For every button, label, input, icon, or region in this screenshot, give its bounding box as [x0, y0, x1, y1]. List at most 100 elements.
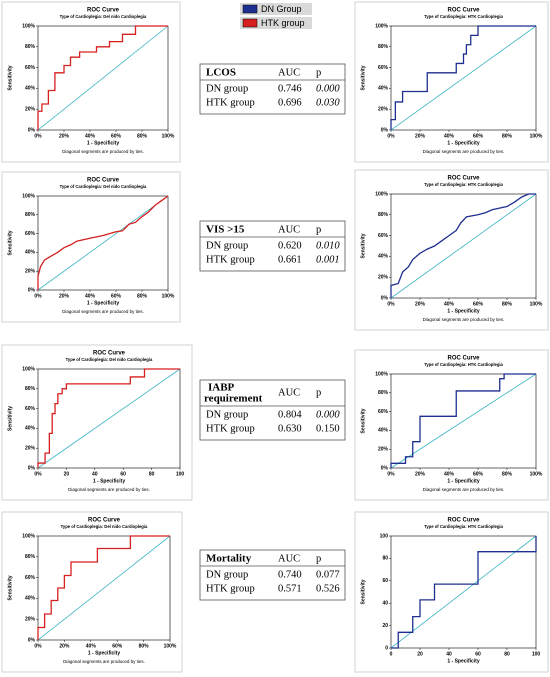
x-tick-label: 60 [475, 651, 481, 657]
x-tick-label: 100 [532, 651, 541, 657]
x-tick-label: 40 [92, 471, 98, 477]
x-tick-label: 100% [162, 293, 175, 299]
x-tick-label: 40% [85, 293, 96, 299]
x-tick-label: 100% [530, 133, 543, 139]
table-header: p [316, 553, 321, 564]
table-cell: 0.620 [278, 240, 302, 251]
y-axis-label: Sensitivity [360, 579, 366, 604]
x-tick-label: 60% [473, 301, 484, 307]
y-axis-label: Sensitivity [360, 65, 366, 90]
chart-subtitle: Type of Cardioplegia: HTK Cardioplegia [424, 524, 503, 529]
table-header: IABP [208, 382, 235, 394]
y-tick-label: 40 [382, 601, 388, 607]
reference-line [37, 195, 169, 291]
y-tick-label: 60% [25, 65, 36, 71]
table-cell: DN group [206, 240, 248, 251]
chart-frame [1, 344, 193, 501]
y-tick-label: 100% [22, 193, 35, 199]
x-tick-label: 0% [387, 133, 395, 139]
x-tick-label: 20% [415, 471, 426, 477]
x-tick-label: 20 [64, 471, 70, 477]
y-tick-label: 80% [378, 44, 389, 50]
x-tick-label: 40% [444, 471, 455, 477]
table-cell: DN group [206, 569, 248, 580]
x-axis-label: 1 - Specificity [447, 308, 479, 314]
chart-subtitle: Type of Cardioplegia: HTK Cardioplegia [424, 182, 503, 187]
x-tick-label: 20% [415, 301, 426, 307]
y-tick-label: 100% [22, 366, 35, 372]
reference-line [390, 193, 537, 299]
roc-curve [37, 195, 169, 290]
chart-frame [354, 511, 549, 673]
chart-title: ROC Curve [447, 8, 480, 14]
table-cell: HTK group [206, 583, 255, 594]
y-tick-label: 0% [28, 127, 36, 133]
chart-subtitle: Type of Cardioplegia: Del nido Cardiople… [60, 14, 147, 19]
x-tick-label: 20% [59, 643, 70, 649]
y-tick-label: 0% [381, 465, 389, 471]
y-tick-label: 40% [25, 86, 36, 92]
y-tick-label: 20% [25, 446, 36, 452]
table-cell: DN group [206, 83, 248, 94]
x-tick-label: 0% [387, 301, 395, 307]
y-tick-label: 100% [22, 533, 35, 539]
roc-curve [37, 25, 168, 130]
y-tick-label: 0% [28, 287, 36, 293]
y-tick-label: 40% [378, 86, 389, 92]
x-tick-label: 20 [417, 651, 423, 657]
x-axis-label: 1 - Specificity [93, 478, 125, 484]
legend-swatch [242, 4, 258, 14]
y-axis-label: Sensitivity [360, 233, 366, 258]
x-tick-label: 40% [86, 643, 97, 649]
chart-frame [1, 1, 181, 163]
x-tick-label: 80% [502, 133, 513, 139]
plot-area [390, 193, 537, 299]
y-tick-label: 60% [378, 233, 389, 239]
x-tick-label: 40% [444, 133, 455, 139]
plot-area [37, 25, 169, 131]
plot-area [37, 195, 169, 291]
x-tick-label: 80% [137, 133, 148, 139]
table-frame [199, 379, 346, 441]
y-axis-label: Sensitivity [360, 408, 366, 433]
y-axis-label: Sensitivity [7, 230, 13, 255]
chart-title: ROC Curve [93, 351, 126, 357]
reference-line [37, 368, 181, 469]
y-tick-label: 60% [378, 409, 389, 415]
x-tick-label: 60% [111, 133, 122, 139]
table-cell: DN group [206, 409, 248, 420]
x-tick-label: 20% [59, 293, 70, 299]
plot-area [37, 535, 171, 641]
table-cell: 0.746 [278, 83, 302, 94]
y-tick-label: 80 [382, 556, 388, 562]
x-tick-label: 60% [111, 293, 122, 299]
table-cell: 0.740 [278, 569, 302, 580]
chart-frame [1, 171, 181, 323]
x-tick-label: 80 [149, 471, 155, 477]
y-tick-label: 80% [378, 212, 389, 218]
table-cell: HTK group [206, 254, 255, 265]
footnote: Diagonal segments are produced by ties. [423, 487, 505, 492]
y-tick-label: 40% [25, 250, 36, 256]
x-axis-label: 1 - Specificity [88, 650, 120, 656]
table-cell: 0.001 [316, 254, 340, 265]
y-axis-label: Sensitivity [7, 406, 13, 431]
x-tick-label: 40 [446, 651, 452, 657]
x-tick-label: 80% [139, 643, 150, 649]
chart-frame [354, 1, 549, 163]
y-tick-label: 80% [25, 554, 36, 560]
legend-box [240, 3, 312, 15]
table-header: p [316, 67, 321, 78]
y-tick-label: 80% [25, 44, 36, 50]
table-frame [199, 63, 346, 115]
table-cell: 0.526 [316, 583, 340, 594]
y-tick-label: 100 [380, 533, 389, 539]
chart-title: ROC Curve [87, 8, 120, 14]
x-tick-label: 20% [415, 133, 426, 139]
x-tick-label: 0% [34, 643, 42, 649]
x-axis-label: 1 - Specificity [87, 140, 119, 146]
y-tick-label: 40% [25, 596, 36, 602]
x-axis-label: 1 - Specificity [447, 658, 479, 664]
table-header: AUC [278, 387, 300, 398]
